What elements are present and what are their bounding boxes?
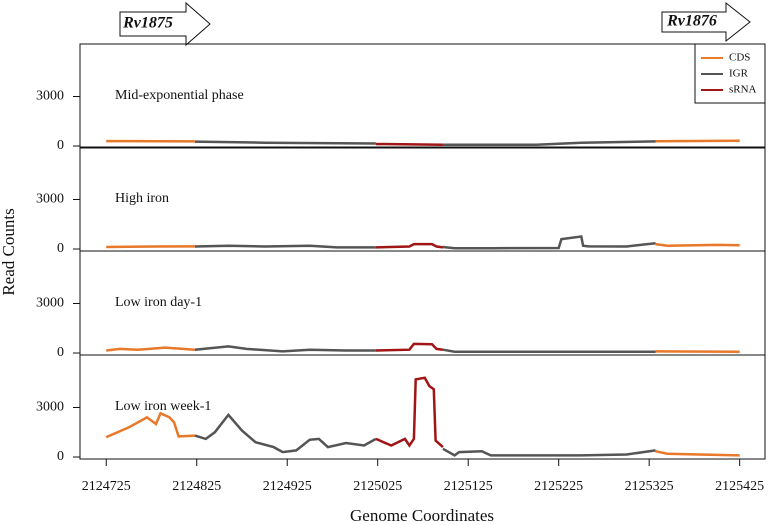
y-tick-label: 3000 [36, 400, 64, 415]
x-tick-label: 2124725 [82, 479, 131, 494]
panel-label: Mid-exponential phase [115, 88, 244, 103]
y-tick-label: 0 [57, 241, 64, 256]
gene-arrow [119, 1, 211, 47]
panel-frame [79, 146, 766, 252]
y-tick-label: 3000 [36, 89, 64, 104]
legend-label: sRNA [729, 84, 757, 96]
series-line [194, 412, 656, 457]
series-line [106, 346, 740, 353]
legend-label: CDS [729, 52, 750, 64]
legend-label: IGR [729, 68, 749, 80]
series-line [105, 411, 740, 457]
gene-arrow [661, 1, 751, 43]
series-line [106, 242, 740, 249]
panel-frame [79, 43, 766, 149]
x-tick-label: 2125425 [715, 479, 764, 494]
series-line [375, 376, 444, 449]
y-tick-label: 0 [57, 138, 64, 153]
series-line [194, 345, 656, 353]
x-tick-label: 2124925 [263, 479, 312, 494]
series-line [106, 139, 740, 143]
y-tick-label: 0 [57, 449, 64, 464]
x-tick-label: 2124825 [172, 479, 221, 494]
x-tick-label: 2125225 [534, 479, 583, 494]
y-tick-label: 3000 [36, 296, 64, 311]
panel-label: Low iron day-1 [115, 295, 202, 310]
x-tick-label: 2125325 [625, 479, 674, 494]
y-tick-label: 0 [57, 345, 64, 360]
y-tick-label: 3000 [36, 192, 64, 207]
y-axis-label: Read Counts [0, 208, 18, 295]
gene-label: Rv1875 [122, 15, 173, 32]
series-line [375, 142, 443, 146]
x-tick-label: 2125125 [444, 479, 493, 494]
x-tick-label: 2125025 [353, 479, 402, 494]
series-line [375, 242, 444, 249]
panel-label: High iron [115, 191, 169, 206]
x-axis-label: Genome Coordinates [350, 506, 494, 525]
panel-label: Low iron week-1 [115, 399, 211, 414]
series-line [194, 235, 656, 250]
gene-label: Rv1876 [666, 13, 717, 30]
series-line [375, 342, 444, 352]
panel-frame [79, 354, 766, 460]
series-line [194, 140, 656, 146]
